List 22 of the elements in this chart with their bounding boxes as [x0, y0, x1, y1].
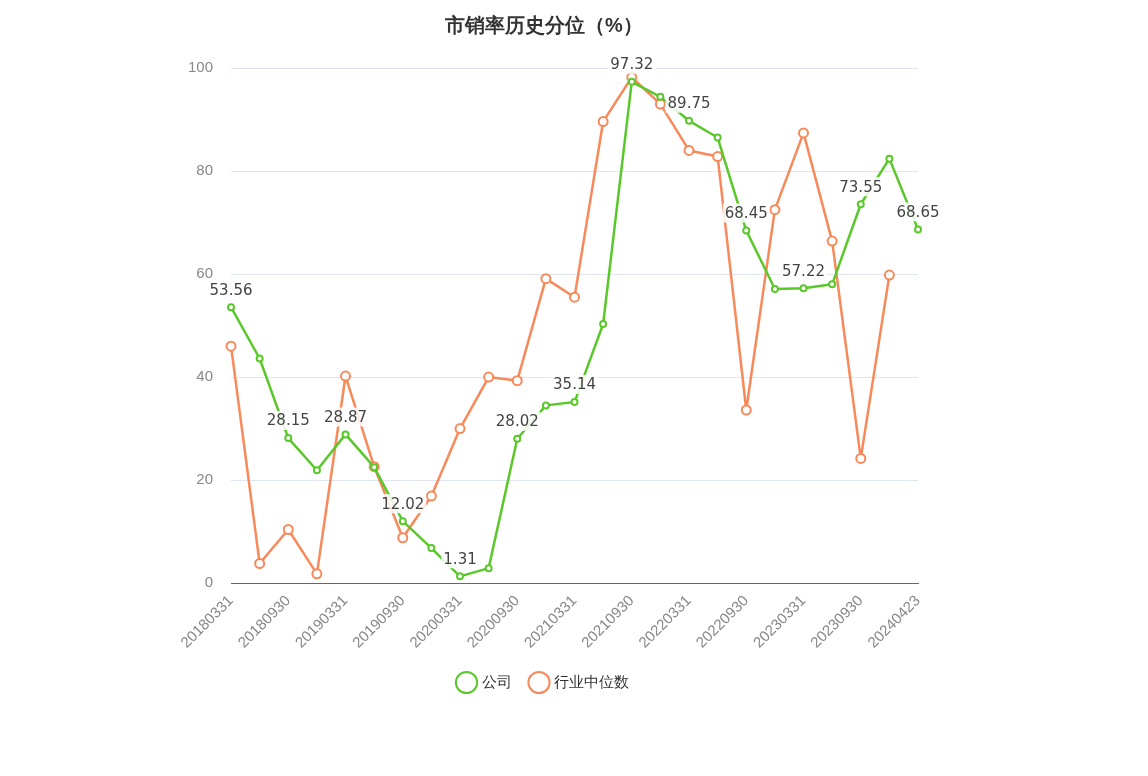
- y-tick-label: 20: [196, 470, 214, 488]
- data-label: 28.02: [495, 412, 539, 431]
- y-tick-label: 80: [196, 161, 214, 179]
- data-label: 28.87: [324, 407, 367, 426]
- data-label: 1.31: [443, 549, 477, 568]
- y-tick-label: 0: [204, 573, 214, 591]
- data-label: 68.45: [724, 203, 768, 222]
- data-label: 35.14: [553, 375, 596, 394]
- y-tick-label: 60: [196, 264, 214, 282]
- data-label: 12.02: [381, 494, 425, 513]
- data-label: 73.55: [839, 177, 883, 196]
- data-label: 53.56: [209, 280, 253, 299]
- chart-title: 市销率历史分位（%）: [444, 13, 643, 36]
- data-label: 57.22: [782, 261, 825, 280]
- y-tick-label: 40: [196, 367, 214, 385]
- legend-label: 公司: [481, 672, 512, 690]
- data-label: 89.75: [667, 94, 711, 113]
- y-tick-label: 100: [188, 58, 214, 76]
- legend-label: 行业中位数: [554, 672, 629, 690]
- data-label: 97.32: [610, 55, 654, 74]
- data-label: 68.65: [896, 202, 940, 221]
- data-label: 28.15: [266, 411, 310, 430]
